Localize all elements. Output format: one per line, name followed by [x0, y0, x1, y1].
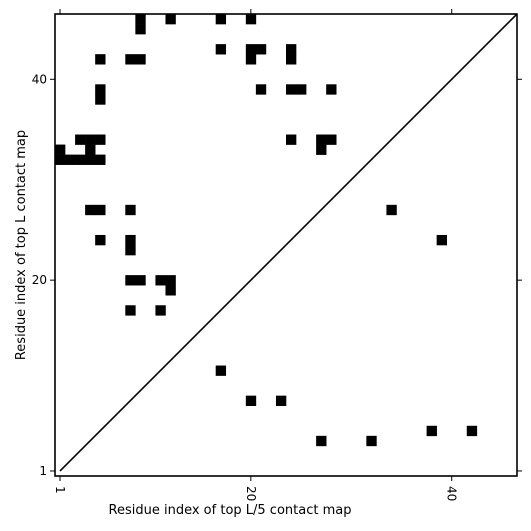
- contact-cell-top-L5: [215, 365, 227, 376]
- contact-cell-top-L: [85, 134, 96, 145]
- contact-cell-top-L: [135, 54, 146, 65]
- contact-cell-top-L: [85, 144, 96, 155]
- contact-cell-top-L: [95, 94, 106, 105]
- contact-cells: [55, 14, 478, 447]
- contact-cell-top-L5: [245, 395, 257, 406]
- contact-cell-top-L5: [426, 425, 437, 437]
- contact-cell-top-L: [155, 275, 166, 286]
- contact-cell-top-L: [215, 44, 227, 55]
- axis-ticks: [50, 9, 522, 481]
- contact-cell-top-L: [286, 134, 297, 145]
- contact-cell-top-L: [316, 144, 327, 155]
- contact-cell-top-L: [125, 305, 136, 316]
- plot-frame: [54, 13, 518, 477]
- x-axis-label: Residue index of top L/5 contact map: [109, 503, 352, 518]
- contact-cell-top-L: [326, 134, 337, 145]
- contact-cell-top-L5: [316, 435, 327, 447]
- contact-cell-top-L: [286, 54, 297, 65]
- contact-cell-top-L5: [366, 435, 377, 447]
- contact-cell-top-L: [326, 84, 337, 95]
- contact-cell-top-L: [95, 84, 106, 95]
- contact-cell-top-L: [65, 154, 76, 165]
- contact-cell-top-L: [95, 154, 106, 165]
- x-tick-label: 1: [53, 486, 67, 494]
- contact-cell-top-L: [215, 14, 227, 25]
- contact-cell-top-L: [436, 234, 447, 246]
- y-tick-label: 1: [39, 464, 47, 478]
- contact-cell-top-L: [95, 234, 106, 246]
- contact-cell-top-L: [165, 275, 176, 286]
- contact-cell-top-L: [75, 134, 86, 145]
- contact-cell-top-L: [55, 144, 66, 155]
- contact-cell-top-L: [255, 84, 267, 95]
- contact-cell-top-L: [135, 275, 146, 286]
- contact-cell-top-L: [85, 204, 96, 216]
- contact-cell-top-L: [95, 134, 106, 145]
- contact-cell-top-L: [155, 305, 166, 316]
- contact-cell-top-L5: [466, 425, 478, 437]
- contact-cell-top-L: [95, 204, 106, 216]
- contact-cell-top-L: [245, 54, 257, 65]
- contact-cell-top-L: [386, 204, 397, 216]
- contact-cell-top-L: [245, 14, 257, 25]
- y-tick-label: 20: [32, 273, 47, 287]
- contact-cell-top-L: [286, 84, 297, 95]
- diagonal-line: [59, 13, 518, 472]
- contact-cell-top-L: [165, 285, 176, 296]
- contact-cell-top-L: [316, 134, 327, 145]
- contact-cell-top-L: [125, 234, 136, 246]
- tick-labels: 1 20 40 1 20 40: [32, 72, 459, 501]
- contact-cell-top-L: [75, 154, 86, 165]
- x-tick-label: 20: [244, 486, 258, 501]
- contact-cell-top-L: [296, 84, 307, 95]
- contact-cell-top-L: [125, 275, 136, 286]
- contact-cell-top-L: [165, 14, 176, 25]
- contact-cell-top-L: [125, 245, 136, 256]
- contact-cell-top-L: [125, 54, 136, 65]
- contact-cell-top-L: [286, 44, 297, 55]
- contact-cell-top-L: [55, 154, 66, 165]
- contact-cell-top-L: [135, 14, 146, 25]
- contact-cell-top-L: [95, 54, 106, 65]
- contact-cell-top-L: [135, 24, 146, 35]
- y-tick-label: 40: [32, 72, 47, 86]
- x-tick-label: 40: [445, 486, 459, 501]
- contact-cell-top-L: [255, 44, 267, 55]
- contact-cell-top-L: [85, 154, 96, 165]
- contact-cell-top-L: [245, 44, 257, 55]
- contact-cell-top-L: [125, 204, 136, 216]
- y-axis-label: Residue index of top L contact map: [14, 130, 29, 360]
- contact-cell-top-L5: [275, 395, 287, 406]
